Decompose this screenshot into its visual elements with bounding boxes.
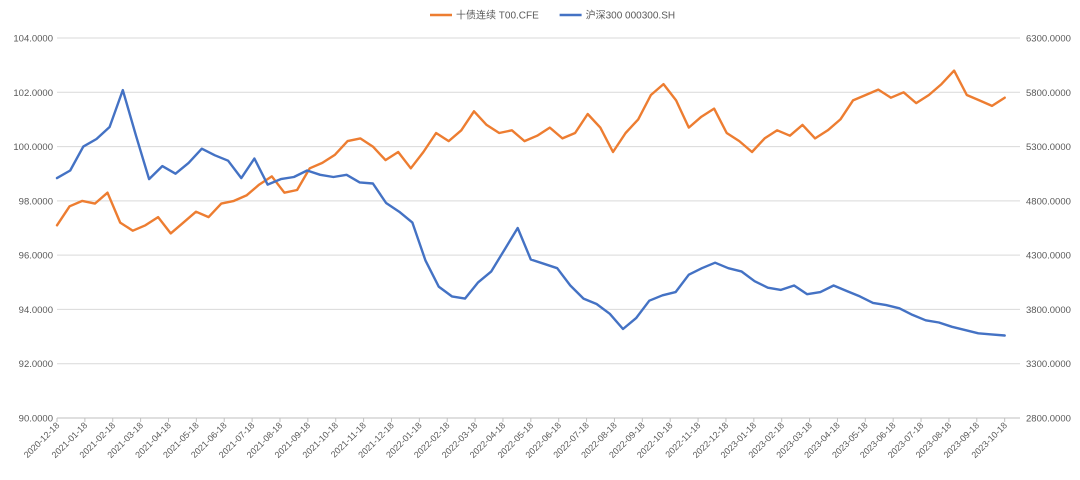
gridlines (57, 37, 1020, 419)
y-left-tick-label: 92.0000 (19, 359, 53, 370)
y-right-tick-label: 3800.0000 (1026, 305, 1071, 316)
y-axis-left: 90.0000 92.0000 94.0000 96.0000 98.0000 100.0… (13, 34, 53, 425)
y-right-tick-label: 5800.0000 (1026, 88, 1071, 99)
y-left-tick-label: 90.0000 (19, 414, 53, 425)
y-left-tick-label: 104.0000 (13, 34, 53, 45)
y-left-tick-label: 94.0000 (19, 305, 53, 316)
y-axis-right: 2800.0000 3300.0000 3800.0000 4300.0000 4800… (1026, 34, 1071, 425)
y-right-tick-label: 3300.0000 (1026, 359, 1071, 370)
legend-label: 沪深300 000300.SH (586, 9, 676, 22)
legend: 十债连续 T00.CFE 沪深300 000300.SH (430, 9, 675, 22)
y-right-tick-label: 6300.0000 (1026, 34, 1071, 45)
legend-label: 十债连续 T00.CFE (456, 9, 539, 22)
series-lines (55, 69, 1006, 337)
y-left-tick-label: 102.0000 (13, 88, 53, 99)
y-right-tick-label: 2800.0000 (1026, 414, 1071, 425)
y-left-tick-label: 98.0000 (19, 196, 53, 207)
y-right-tick-label: 4800.0000 (1026, 196, 1071, 207)
y-right-tick-label: 5300.0000 (1026, 142, 1071, 153)
y-left-tick-label: 96.0000 (19, 251, 53, 262)
y-left-tick-label: 100.0000 (13, 142, 53, 153)
x-axis: 2020-12-182021-01-182021-02-182021-03-18… (22, 418, 1009, 460)
y-right-tick-label: 4300.0000 (1026, 251, 1071, 262)
series-line (55, 69, 1006, 235)
series-line (55, 88, 1006, 337)
